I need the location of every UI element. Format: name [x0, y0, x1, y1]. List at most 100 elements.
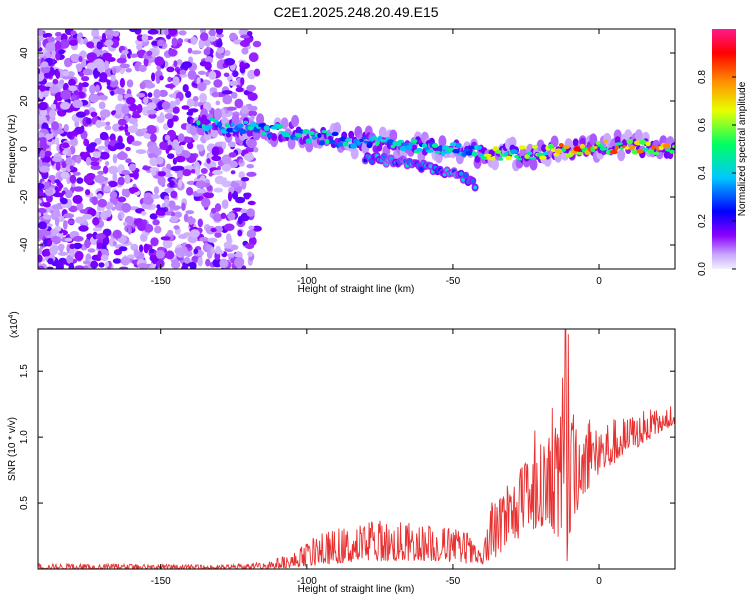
spectrogram-cell — [164, 29, 169, 36]
spectrogram-cell — [305, 140, 314, 153]
spectrogram-cell — [216, 46, 225, 54]
spectrogram-cell — [64, 189, 73, 199]
spectrogram-cell — [143, 196, 154, 205]
spectrogram-cell — [44, 150, 52, 157]
spectrogram-cell — [103, 185, 111, 193]
spectrogram-cell — [175, 145, 184, 152]
spectrogram-cell — [118, 126, 125, 131]
spectrogram-cell — [107, 165, 119, 175]
spectrogram-cell — [38, 190, 44, 198]
colorbar-tick-label: 0.6 — [697, 118, 708, 132]
spectrogram-cell — [60, 197, 68, 205]
spectrogram-cell — [321, 130, 329, 134]
spectrogram-cell — [539, 155, 547, 160]
spectrogram-cell — [108, 78, 119, 88]
spectrogram-cell — [149, 157, 159, 167]
spectrogram-cell — [49, 245, 59, 256]
spectrogram-cell — [555, 148, 563, 154]
spectrogram-cell — [527, 151, 533, 155]
spectrogram-cell — [147, 29, 159, 35]
spectrogram-cell — [186, 142, 194, 150]
spectrogram-cell — [90, 260, 99, 269]
spectrogram-cell — [211, 155, 222, 162]
spectrogram-cell — [198, 38, 205, 49]
spectrogram-panel: -150 -100 -50 0 -40 -20 0 20 40 Height of straig… — [7, 28, 676, 295]
spectrogram-cell — [183, 257, 191, 264]
spectrogram-cell — [81, 82, 89, 88]
spectrogram-cell — [294, 132, 302, 137]
spectrogram-cell — [177, 38, 184, 44]
spectrogram-cell — [81, 58, 87, 69]
spectrogram-cell — [38, 101, 48, 111]
spectrogram-cell — [76, 202, 84, 211]
spectrogram-cell — [471, 151, 478, 157]
spectrogram-cell — [197, 256, 203, 267]
spectrogram-cell — [116, 88, 126, 95]
spectrogram-y-tick-label: -20 — [19, 189, 30, 204]
spectrogram-cell — [205, 258, 211, 267]
spectrogram-cell — [48, 174, 56, 181]
spectrogram-cell — [579, 143, 586, 150]
spectrogram-cell — [96, 193, 103, 199]
spectrogram-cell — [54, 40, 62, 51]
spectrogram-cell — [213, 225, 223, 234]
spectrogram-cell — [473, 185, 478, 190]
spectrogram-y-tick-label: 40 — [19, 47, 30, 59]
spectrogram-cell — [50, 228, 58, 236]
spectrogram-cell — [119, 77, 125, 88]
spectrogram-cell — [112, 67, 117, 75]
spectrogram-cell — [207, 237, 218, 243]
spectrogram-cell — [215, 245, 222, 255]
spectrogram-cell — [47, 258, 54, 265]
spectrogram-cell — [438, 145, 443, 151]
spectrogram-cell — [83, 138, 90, 147]
spectrogram-cell — [157, 171, 166, 177]
spectrogram-cell — [452, 149, 460, 154]
spectrogram-cell — [191, 50, 202, 55]
spectrogram-cell — [102, 52, 112, 61]
spectrogram-cell — [55, 52, 61, 61]
spectrogram-cell — [389, 156, 393, 161]
spectrogram-cell — [230, 122, 235, 127]
spectrogram-cell — [208, 172, 213, 177]
spectrogram-cell — [144, 82, 156, 89]
spectrogram-cell — [90, 111, 98, 118]
spectrogram-cell — [49, 85, 60, 94]
spectrogram-cell — [54, 217, 60, 227]
spectrogram-cell — [531, 144, 539, 149]
spectrogram-cell — [226, 127, 234, 133]
spectrogram-cell — [228, 80, 239, 87]
spectrogram-cell — [130, 53, 138, 58]
spectrogram-cell — [468, 145, 476, 150]
spectrogram-cell — [189, 229, 200, 238]
spectrogram-cell — [245, 243, 255, 250]
spectrogram-cell — [55, 70, 61, 79]
spectrogram-cell — [153, 89, 161, 99]
spectrogram-cell — [247, 200, 256, 206]
spectrogram-cell — [308, 130, 315, 136]
spectrogram-cell — [170, 166, 181, 172]
colorbar-tick-label: 0.2 — [697, 214, 708, 228]
spectrogram-cell — [97, 145, 107, 150]
spectrogram-cell — [230, 182, 240, 188]
spectrogram-cell — [124, 174, 131, 185]
colorbar-ticks: 0.0 0.2 0.4 0.6 0.8 — [697, 70, 736, 276]
spectrogram-cell — [634, 129, 643, 142]
spectrogram-cell — [629, 145, 636, 150]
spectrogram-cell — [366, 142, 373, 149]
spectrogram-cell — [151, 170, 157, 176]
spectrogram-cell — [490, 156, 496, 161]
spectrogram-cell — [42, 33, 49, 38]
spectrogram-cell — [99, 72, 108, 82]
spectrogram-cell — [58, 183, 64, 189]
spectrogram-cell — [44, 51, 51, 59]
spectrogram-cell — [235, 87, 244, 93]
spectrogram-cell — [510, 149, 518, 155]
spectrogram-cell — [75, 111, 87, 118]
spectrogram-cell — [331, 131, 339, 137]
spectrogram-cell — [115, 109, 121, 115]
spectrogram-cell — [440, 150, 446, 157]
spectrogram-cell — [146, 102, 157, 110]
spectrogram-cell — [59, 39, 70, 49]
spectrogram-cell — [80, 125, 85, 133]
